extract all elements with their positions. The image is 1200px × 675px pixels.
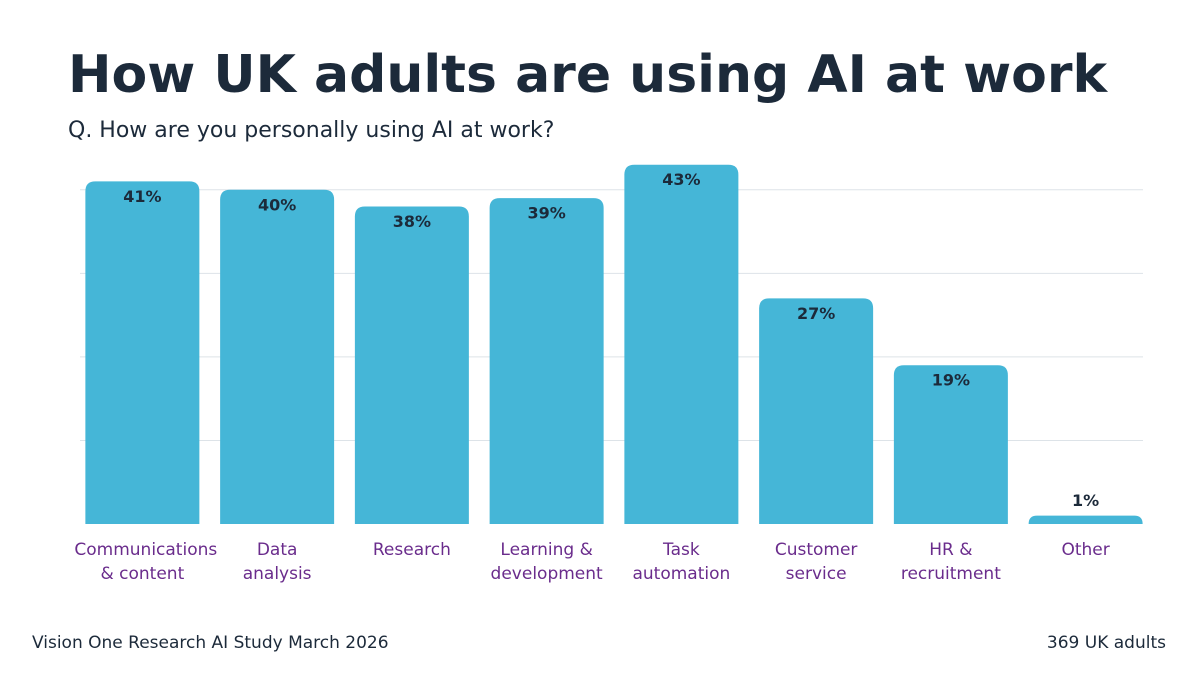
- x-tick-label: Customer service: [774, 540, 858, 584]
- bar: [759, 298, 874, 524]
- bar: [489, 198, 604, 524]
- chart-title: How UK adults are using AI at work: [68, 45, 1108, 105]
- bar: [85, 181, 200, 524]
- x-tick-label: Learning & development: [490, 540, 603, 584]
- value-label: 40%: [258, 195, 296, 214]
- value-label: 41%: [123, 187, 161, 206]
- x-tick-label: Other: [1061, 540, 1110, 560]
- bar: [220, 189, 335, 524]
- value-label: 39%: [527, 204, 565, 223]
- sample-note: 369 UK adults: [1047, 633, 1166, 653]
- x-tick-label: HR & recruitment: [900, 540, 1001, 584]
- bar: [354, 206, 469, 524]
- chart-subtitle: Q. How are you personally using AI at wo…: [68, 118, 554, 143]
- value-label: 38%: [393, 212, 431, 231]
- x-tick-label: Data analysis: [242, 540, 312, 584]
- bar: [893, 365, 1008, 524]
- source-note: Vision One Research AI Study March 2026: [32, 633, 389, 653]
- x-tick-label: Research: [372, 540, 451, 560]
- bar: [624, 164, 739, 524]
- bar: [1028, 515, 1143, 524]
- x-tick-label: Task automation: [632, 540, 731, 584]
- value-label: 1%: [1072, 491, 1099, 510]
- x-tick-label: Communications & content: [74, 540, 218, 584]
- value-label: 19%: [932, 371, 970, 390]
- value-label: 43%: [662, 170, 700, 189]
- value-label: 27%: [797, 304, 835, 323]
